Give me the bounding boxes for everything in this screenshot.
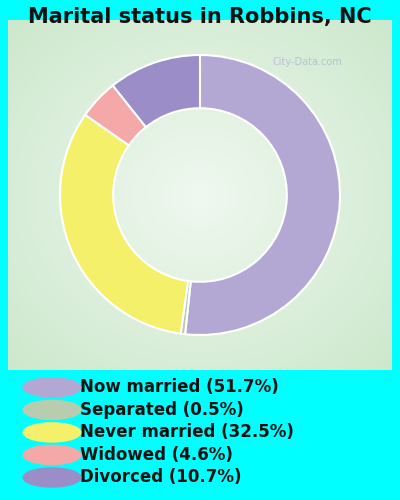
Text: Now married (51.7%): Now married (51.7%)	[80, 378, 279, 396]
Circle shape	[23, 400, 81, 419]
Text: Marital status in Robbins, NC: Marital status in Robbins, NC	[28, 8, 372, 28]
Wedge shape	[113, 55, 200, 127]
Wedge shape	[60, 115, 188, 334]
Text: Divorced (10.7%): Divorced (10.7%)	[80, 468, 242, 486]
Circle shape	[23, 468, 81, 487]
Text: City-Data.com: City-Data.com	[273, 57, 342, 67]
Text: Never married (32.5%): Never married (32.5%)	[80, 424, 294, 442]
Circle shape	[23, 378, 81, 397]
Text: Widowed (4.6%): Widowed (4.6%)	[80, 446, 233, 464]
Text: Separated (0.5%): Separated (0.5%)	[80, 401, 244, 419]
Wedge shape	[181, 281, 191, 334]
Circle shape	[23, 446, 81, 464]
Circle shape	[23, 423, 81, 442]
Wedge shape	[185, 55, 340, 335]
Wedge shape	[85, 86, 146, 146]
